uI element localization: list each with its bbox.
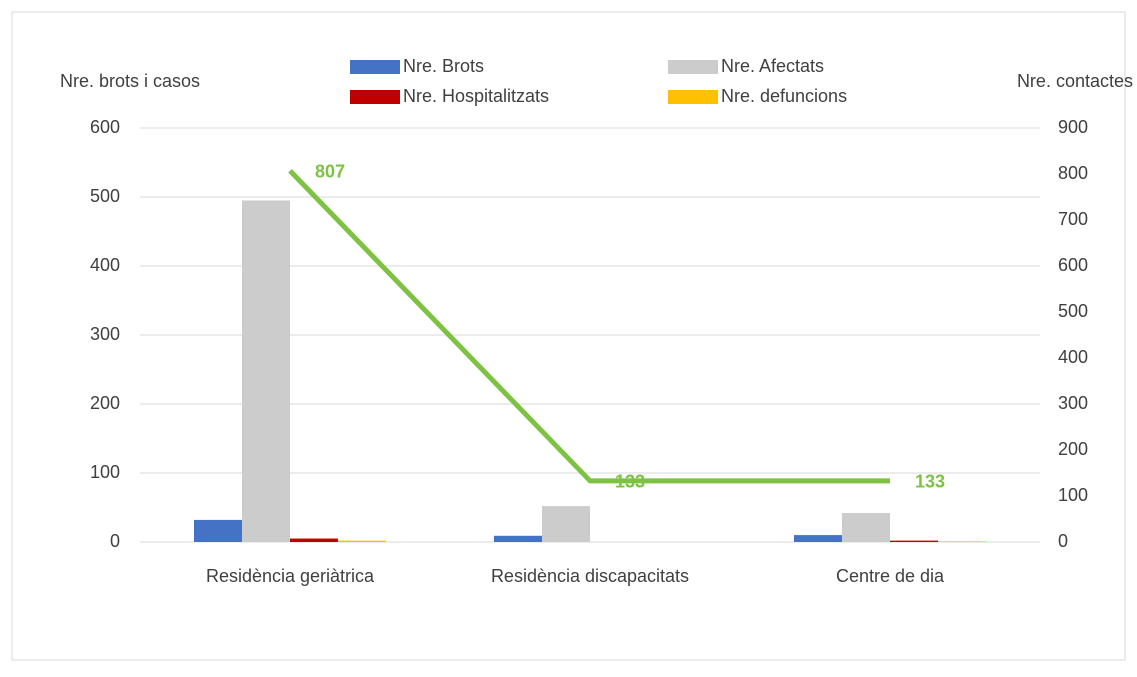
bar [842, 513, 890, 542]
y2-tick-label: 800 [1058, 163, 1088, 183]
bar [890, 540, 938, 542]
data-label: 133 [915, 472, 945, 492]
legend-label: Nre. defuncions [721, 86, 847, 106]
bar [794, 535, 842, 542]
x-tick-label: Centre de dia [836, 566, 945, 586]
y2-tick-label: 500 [1058, 301, 1088, 321]
x-tick-label: Residència discapacitats [491, 566, 689, 586]
y-tick-label: 300 [90, 324, 120, 344]
legend-swatch [350, 90, 400, 104]
legend-swatch [668, 60, 718, 74]
y2-tick-label: 200 [1058, 439, 1088, 459]
y2-tick-label: 400 [1058, 347, 1088, 367]
y2-tick-label: 900 [1058, 117, 1088, 137]
bar [938, 541, 986, 542]
legend-label: Nre. Brots [403, 56, 484, 76]
y2-tick-label: 100 [1058, 485, 1088, 505]
y2-tick-label: 600 [1058, 255, 1088, 275]
data-label: 133 [615, 472, 645, 492]
y2-tick-label: 300 [1058, 393, 1088, 413]
legend-swatch [668, 90, 718, 104]
legend-swatch [350, 60, 400, 74]
y-tick-label: 400 [90, 255, 120, 275]
legend-label: Nre. Hospitalitzats [403, 86, 549, 106]
x-tick-label: Residència geriàtrica [206, 566, 375, 586]
legend-label: Nre. Afectats [721, 56, 824, 76]
chart-frame [11, 11, 1126, 661]
y2-tick-label: 0 [1058, 531, 1068, 551]
y2-tick-label: 700 [1058, 209, 1088, 229]
bar [194, 519, 242, 542]
y-tick-label: 500 [90, 186, 120, 206]
y2-axis-title: Nre. contactes [1017, 71, 1133, 91]
y-tick-label: 200 [90, 393, 120, 413]
bar [542, 506, 590, 542]
y-tick-label: 0 [110, 531, 120, 551]
line-series [288, 169, 890, 484]
bar [242, 200, 290, 542]
y-tick-label: 600 [90, 117, 120, 137]
bar [338, 540, 386, 542]
bar [290, 538, 338, 542]
y-axis-title: Nre. brots i casos [60, 71, 200, 91]
data-label: 807 [315, 162, 345, 182]
y-tick-label: 100 [90, 462, 120, 482]
bar [494, 535, 542, 542]
